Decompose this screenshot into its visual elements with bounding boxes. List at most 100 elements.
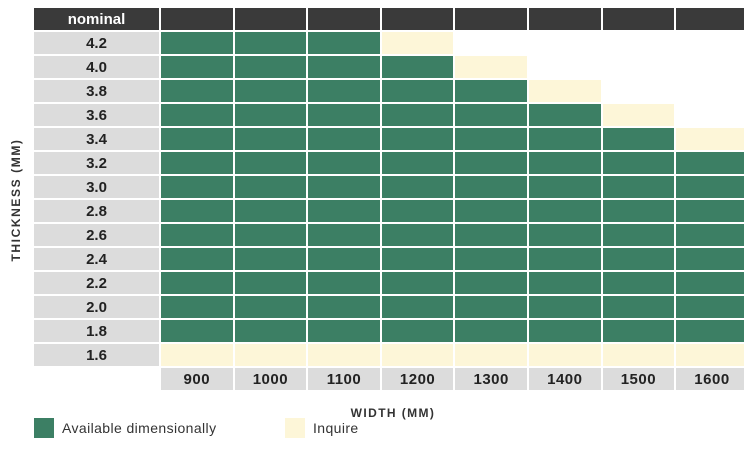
cell-available	[455, 248, 527, 270]
cell-available	[308, 104, 380, 126]
cell-available	[381, 104, 454, 126]
cell-inquire	[455, 56, 527, 78]
cell-available	[602, 224, 675, 246]
row-label-thickness: 3.4	[34, 128, 159, 150]
cell-available	[234, 32, 307, 54]
column-label-width: 1100	[308, 368, 380, 390]
cell-available	[455, 296, 527, 318]
cell-available	[161, 128, 233, 150]
cell-available	[308, 80, 380, 102]
row-label-thickness: 3.0	[34, 176, 159, 198]
header-cell	[381, 8, 454, 30]
cell-available	[602, 296, 675, 318]
cell-available	[455, 176, 527, 198]
cell-inquire	[308, 344, 380, 366]
cell-available	[234, 128, 307, 150]
cell-available	[455, 320, 527, 342]
cell-available	[676, 296, 744, 318]
cell-available	[308, 248, 380, 270]
cell-available	[234, 224, 307, 246]
cell-available	[381, 224, 454, 246]
cell-available	[676, 224, 744, 246]
column-label-width: 1300	[455, 368, 527, 390]
cell-available	[381, 248, 454, 270]
cell-available	[161, 56, 233, 78]
cell-available	[234, 80, 307, 102]
cell-available	[234, 152, 307, 174]
cell-available	[602, 152, 675, 174]
column-label-width: 1400	[529, 368, 601, 390]
cell-available	[161, 224, 233, 246]
cell-available	[381, 128, 454, 150]
cell-available	[234, 248, 307, 270]
cell-available	[529, 200, 601, 222]
cell-available	[381, 80, 454, 102]
row-label-thickness: 4.0	[34, 56, 159, 78]
cell-available	[529, 104, 601, 126]
cell-inquire	[529, 80, 601, 102]
header-cell	[455, 8, 527, 30]
cell-inquire	[602, 104, 675, 126]
row-label-thickness: 2.8	[34, 200, 159, 222]
legend-label-available: Available dimensionally	[62, 420, 217, 436]
cell-available	[161, 320, 233, 342]
cell-available	[602, 176, 675, 198]
cell-available	[676, 272, 744, 294]
cell-available	[676, 320, 744, 342]
cell-available	[234, 104, 307, 126]
cell-available	[455, 104, 527, 126]
legend-label-inquire: Inquire	[313, 420, 359, 436]
cell-inquire	[676, 344, 744, 366]
cell-available	[602, 128, 675, 150]
row-label-thickness: 2.4	[34, 248, 159, 270]
legend-swatch-inquire	[285, 418, 305, 438]
cell-available	[308, 200, 380, 222]
cell-available	[381, 176, 454, 198]
header-corner-label: nominal	[34, 8, 159, 30]
cell-available	[308, 152, 380, 174]
header-cell	[676, 8, 744, 30]
cell-available	[455, 80, 527, 102]
cell-inquire	[602, 344, 675, 366]
cell-available	[161, 248, 233, 270]
cell-available	[161, 272, 233, 294]
column-label-width: 1000	[234, 368, 307, 390]
cell-inquire	[161, 344, 233, 366]
cell-available	[602, 320, 675, 342]
cell-inquire	[676, 128, 744, 150]
cell-available	[308, 176, 380, 198]
header-cell	[602, 8, 675, 30]
cell-inquire	[381, 32, 454, 54]
cell-available	[234, 56, 307, 78]
cell-available	[529, 224, 601, 246]
cell-available	[455, 152, 527, 174]
cell-available	[161, 152, 233, 174]
cell-available	[381, 56, 454, 78]
cell-inquire	[529, 344, 601, 366]
cell-available	[308, 272, 380, 294]
header-cell	[308, 8, 380, 30]
column-label-width: 1600	[676, 368, 744, 390]
header-cell	[234, 8, 307, 30]
cell-inquire	[234, 344, 307, 366]
cell-available	[381, 320, 454, 342]
row-label-thickness: 2.6	[34, 224, 159, 246]
cell-available	[234, 320, 307, 342]
row-label-thickness: 1.6	[34, 344, 159, 366]
row-label-thickness: 3.6	[34, 104, 159, 126]
cell-available	[455, 224, 527, 246]
cell-available	[455, 128, 527, 150]
cell-available	[676, 176, 744, 198]
cell-available	[529, 320, 601, 342]
cell-available	[161, 104, 233, 126]
cell-available	[529, 248, 601, 270]
row-label-thickness: 1.8	[34, 320, 159, 342]
cell-available	[381, 272, 454, 294]
row-label-thickness: 3.8	[34, 80, 159, 102]
cell-available	[234, 272, 307, 294]
cell-available	[381, 200, 454, 222]
cell-available	[161, 200, 233, 222]
column-label-width: 900	[161, 368, 233, 390]
cell-available	[234, 296, 307, 318]
